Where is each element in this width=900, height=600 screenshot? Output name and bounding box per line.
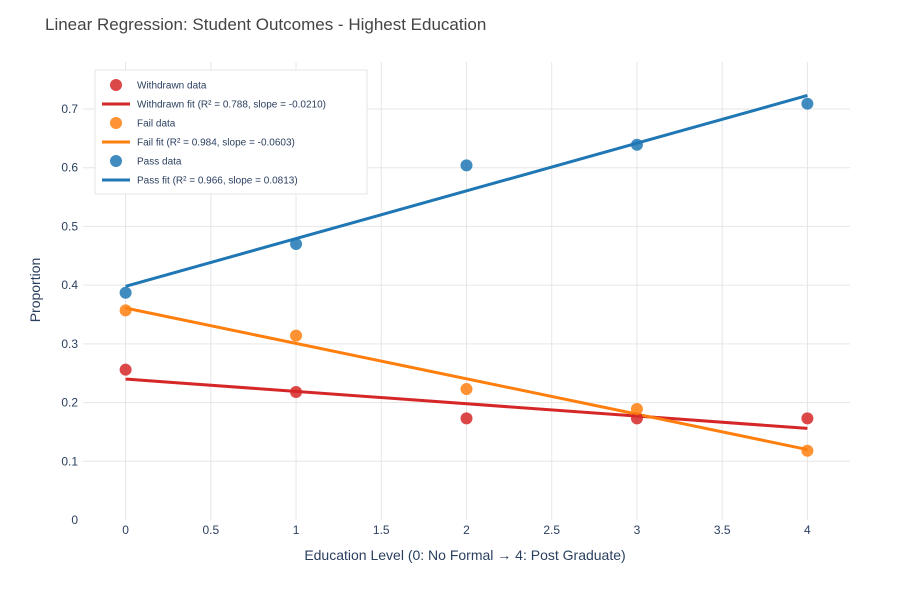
y-tick-label: 0.5 — [61, 219, 78, 233]
fit-line-5 — [125, 94, 808, 288]
x-tick-label: 2.5 — [543, 523, 560, 537]
gridlines — [83, 62, 850, 520]
data-point-0-1 — [290, 385, 303, 398]
tick-labels: 0 0.5 1 1.5 2 2.5 3 3.5 4 0 0.1 0.2 0.3 0.4 0.5 0.6 0.7 — [61, 102, 811, 537]
data-point-4-0 — [119, 286, 132, 299]
y-tick-label: 0.3 — [61, 337, 78, 351]
data-point-4-4 — [801, 97, 814, 110]
x-tick-label: 4 — [804, 523, 811, 537]
y-axis-title: Proportion — [27, 258, 43, 323]
data-markers — [119, 97, 814, 457]
data-point-0-2 — [460, 412, 473, 425]
legend-marker-icon — [110, 79, 122, 91]
data-point-2-1 — [290, 329, 303, 342]
y-tick-label: 0.6 — [61, 161, 78, 175]
fit-line-1 — [125, 377, 808, 430]
legend-box — [94, 69, 368, 195]
y-tick-label: 0.4 — [61, 278, 78, 292]
x-tick-label: 3.5 — [714, 523, 731, 537]
data-point-0-3 — [630, 412, 643, 425]
x-tick-label: 3 — [634, 523, 641, 537]
x-tick-label: 0 — [122, 523, 129, 537]
data-point-4-1 — [290, 238, 303, 251]
x-tick-label: 0.5 — [202, 523, 219, 537]
data-point-2-3 — [630, 403, 643, 416]
data-point-4-2 — [460, 159, 473, 172]
data-point-2-4 — [801, 444, 814, 457]
data-point-0-0 — [119, 363, 132, 376]
legend-label: Pass fit (R² = 0.966, slope = 0.0813) — [137, 176, 298, 187]
data-point-4-3 — [630, 138, 643, 151]
x-tick-label: 1.5 — [373, 523, 390, 537]
legend-label: Withdrawn fit (R² = 0.788, slope = -0.02… — [137, 100, 326, 111]
x-tick-label: 2 — [463, 523, 470, 537]
legend-marker-icon — [110, 117, 122, 129]
legend: Withdrawn data Withdrawn fit (R² = 0.788,… — [94, 69, 368, 195]
fit-line-3 — [125, 306, 808, 452]
legend-label: Withdrawn data — [137, 81, 207, 92]
legend-label: Fail data — [137, 119, 176, 130]
legend-label: Pass data — [137, 157, 182, 168]
y-tick-label: 0 — [71, 513, 78, 527]
data-point-0-4 — [801, 412, 814, 425]
legend-marker-icon — [110, 155, 122, 167]
y-tick-label: 0.1 — [61, 454, 78, 468]
chart-title: Linear Regression: Student Outcomes - Hi… — [45, 15, 486, 34]
y-tick-label: 0.7 — [61, 102, 78, 116]
legend-label: Fail fit (R² = 0.984, slope = -0.0603) — [137, 138, 295, 149]
x-axis-title: Education Level (0: No Formal → 4: Post … — [304, 547, 625, 563]
x-tick-label: 1 — [293, 523, 300, 537]
fit-lines — [125, 94, 808, 452]
y-tick-label: 0.2 — [61, 396, 78, 410]
data-point-2-2 — [460, 383, 473, 396]
data-point-2-0 — [119, 304, 132, 317]
